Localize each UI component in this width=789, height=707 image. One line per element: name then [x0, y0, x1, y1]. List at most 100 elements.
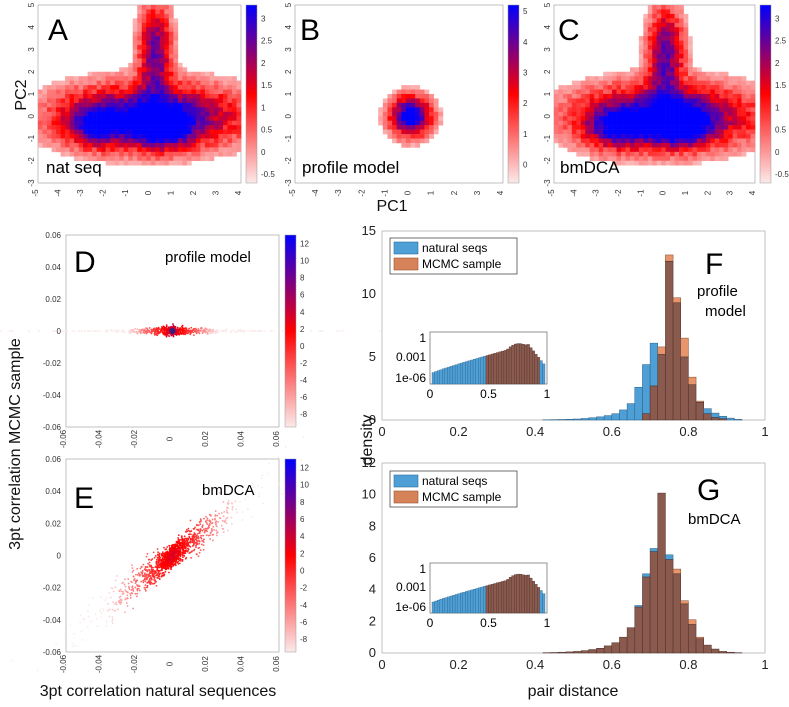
panel-f-bars	[542, 254, 743, 421]
heatmap-cell	[119, 129, 125, 135]
heatmap-cell	[638, 129, 644, 135]
heatmap-cell	[141, 58, 147, 64]
inset-bar	[493, 353, 497, 385]
x-tick-label: -0.06	[59, 654, 68, 673]
heatmap-cell	[719, 98, 725, 104]
scatter-point	[139, 573, 142, 576]
heatmap-cell	[629, 102, 635, 108]
heatmap-cell	[83, 134, 88, 139]
heatmap-cell	[415, 142, 421, 148]
heatmap-cell	[155, 116, 161, 121]
heatmap-cell	[110, 107, 115, 113]
heatmap-cell	[42, 98, 48, 104]
scatter-point	[107, 329, 109, 332]
heatmap-cell	[670, 9, 675, 15]
heatmap-cell	[186, 142, 192, 148]
inset-bar	[516, 343, 520, 385]
heatmap-cell	[110, 160, 115, 166]
heatmap-cell	[137, 9, 143, 15]
heatmap-cell	[405, 134, 411, 139]
heatmap-cell	[607, 134, 613, 139]
y-tick-label: 10	[362, 487, 376, 502]
scatter-point	[202, 548, 205, 551]
heatmap-cell	[607, 80, 613, 86]
colorbar-tick-label: 2	[261, 59, 266, 68]
heatmap-cell	[110, 94, 115, 99]
heatmap-cell	[396, 129, 402, 135]
scatter-point	[165, 324, 168, 326]
heatmap-cell	[392, 125, 397, 130]
heatmap-cell	[392, 94, 397, 99]
heatmap-cell	[580, 125, 586, 130]
heatmap-cell	[150, 53, 156, 59]
scatter-point	[56, 330, 59, 332]
heatmap-cell	[200, 151, 206, 157]
scatter-point	[151, 328, 154, 331]
heatmap-cell	[419, 125, 425, 130]
heatmap-cell	[562, 89, 568, 95]
heatmap-cell	[186, 147, 192, 153]
heatmap-cell	[42, 85, 48, 90]
inset-bar	[508, 346, 512, 385]
heatmap-cell	[159, 62, 165, 68]
heatmap-cell	[661, 67, 666, 73]
heatmap-cell	[200, 125, 206, 130]
y-tick-label: -0.02	[43, 359, 62, 368]
heatmap-cell	[74, 89, 79, 95]
heatmap-cell	[78, 147, 84, 153]
heatmap-cell	[132, 89, 138, 95]
heatmap-cell	[236, 116, 242, 121]
heatmap-cell	[585, 94, 591, 99]
heatmap-cell	[741, 138, 747, 144]
heatmap-cell	[652, 76, 658, 81]
heatmap-cell	[392, 102, 397, 108]
heatmap-cell	[746, 85, 751, 90]
heatmap-cell	[119, 89, 125, 95]
hist-bar-overlap	[688, 624, 697, 654]
heatmap-cell	[746, 138, 751, 144]
hist-bar-overlap	[688, 384, 697, 421]
heatmap-cell	[652, 80, 658, 86]
scatter-point	[168, 545, 171, 547]
heatmap-cell	[42, 94, 48, 99]
heatmap-cell	[634, 142, 640, 148]
scatter-point	[201, 332, 204, 334]
heatmap-cell	[419, 120, 425, 126]
scatter-point	[235, 508, 238, 511]
heatmap-cell	[652, 18, 658, 24]
heatmap-cell	[213, 80, 219, 86]
heatmap-cell	[424, 134, 430, 139]
scatter-point	[200, 534, 203, 537]
heatmap-cell	[155, 107, 161, 113]
heatmap-cell	[612, 147, 617, 153]
scatter-point	[202, 539, 204, 542]
heatmap-cell	[607, 71, 613, 77]
heatmap-cell	[123, 98, 129, 104]
heatmap-cell	[621, 107, 626, 113]
heatmap-cell	[625, 102, 631, 108]
heatmap-cell	[598, 102, 604, 108]
scatter-point	[196, 536, 199, 539]
heatmap-cell	[101, 151, 106, 157]
heatmap-cell	[683, 40, 689, 46]
scatter-point	[214, 510, 217, 513]
heatmap-cell	[146, 98, 152, 104]
heatmap-cell	[137, 53, 143, 59]
heatmap-cell	[656, 58, 662, 64]
scatter-point	[209, 513, 212, 516]
heatmap-cell	[227, 94, 233, 99]
heatmap-cell	[191, 76, 197, 81]
heatmap-cell	[119, 125, 125, 130]
scatter-point	[134, 582, 137, 584]
heatmap-cell	[141, 9, 147, 15]
heatmap-cell	[186, 138, 192, 144]
heatmap-cell	[177, 156, 183, 162]
inset-bar	[496, 582, 499, 614]
heatmap-cell	[688, 160, 693, 166]
heatmap-cell	[554, 134, 559, 139]
heatmap-cell	[661, 111, 666, 117]
heatmap-cell	[629, 120, 635, 126]
heatmap-cell	[173, 36, 179, 41]
heatmap-cell	[679, 71, 684, 77]
